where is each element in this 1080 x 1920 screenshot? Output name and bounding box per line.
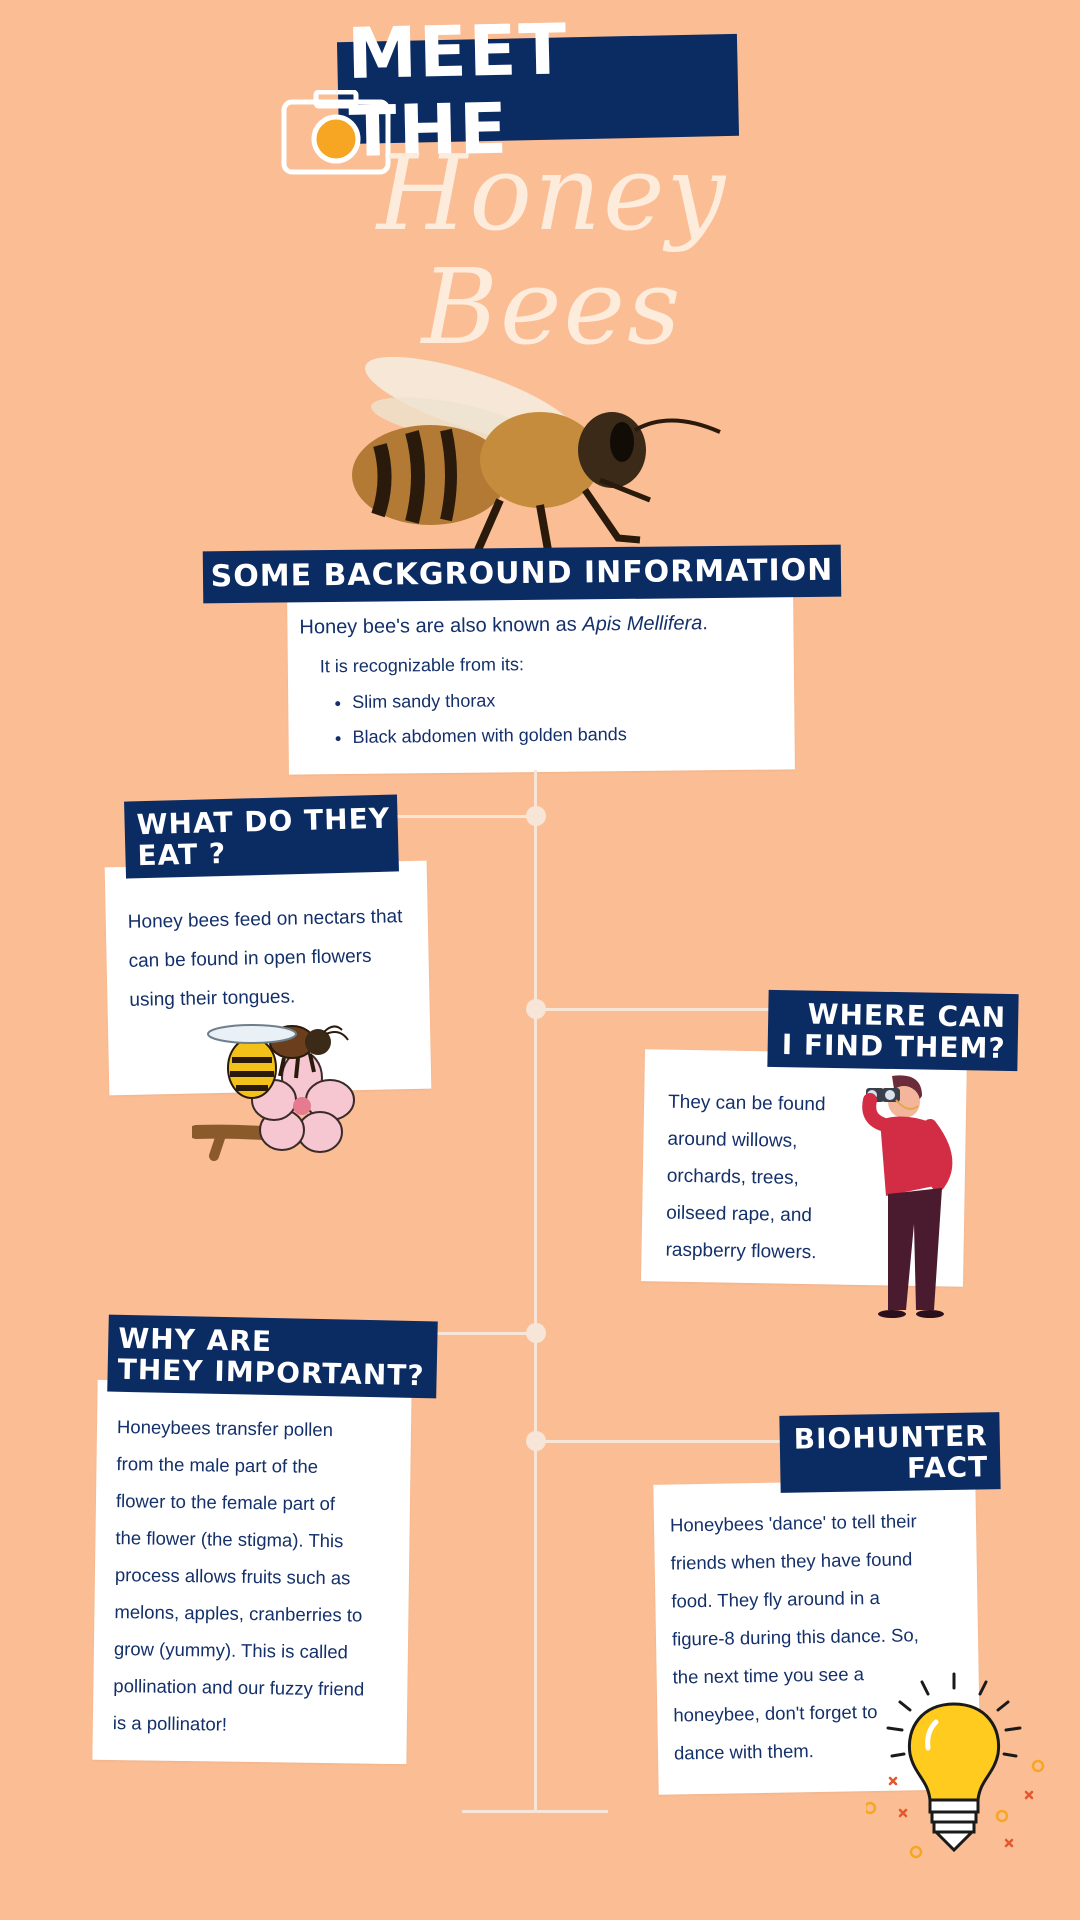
timeline-vertical	[534, 770, 537, 1812]
fact-heading: BIOHUNTER FACT	[779, 1412, 1001, 1493]
timeline-dot	[526, 999, 546, 1019]
scientific-name: Apis Mellifera	[582, 612, 703, 636]
timeline-dot	[526, 1431, 546, 1451]
background-bullets: Slim sandy thorax Black abdomen with gol…	[322, 689, 627, 762]
important-heading: WHY ARE THEY IMPORTANT?	[107, 1314, 438, 1399]
find-heading: WHERE CAN I FIND THEM?	[767, 989, 1019, 1071]
timeline-base	[462, 1810, 608, 1813]
bee-photo	[352, 356, 721, 552]
timeline-branch	[536, 1440, 786, 1443]
eat-heading: WHAT DO THEY EAT ?	[124, 794, 400, 879]
bullet-item: Black abdomen with golden bands	[352, 724, 626, 748]
find-text: They can be found around willows, orchar…	[665, 1091, 826, 1264]
bullet-item: Slim sandy thorax	[352, 689, 626, 713]
timeline-dot	[526, 806, 546, 826]
timeline-branch	[336, 815, 534, 818]
background-intro: Honey bee's are also known as Apis Melli…	[299, 612, 709, 639]
title-line-2: Honey Bees	[376, 132, 728, 369]
important-text: Honeybees transfer pollen from the male …	[112, 1416, 365, 1735]
title-banner: MEET THE	[336, 8, 740, 173]
important-card: Honeybees transfer pollen from the male …	[92, 1379, 412, 1765]
camera-icon	[281, 90, 391, 175]
background-recognizable: It is recognizable from its:	[319, 654, 525, 677]
timeline-branch	[536, 1008, 786, 1011]
background-card: Honey bee's are also known as Apis Melli…	[287, 585, 795, 775]
background-heading: SOME BACKGROUND INFORMATION	[202, 544, 842, 604]
timeline-dot	[526, 1323, 546, 1343]
lightbulb-icon	[866, 1672, 1045, 1859]
person-with-binoculars-illustration	[862, 1075, 953, 1318]
eat-text: Honey bees feed on nectars that can be f…	[127, 906, 403, 1011]
bee-on-flower-illustration	[192, 1024, 355, 1161]
